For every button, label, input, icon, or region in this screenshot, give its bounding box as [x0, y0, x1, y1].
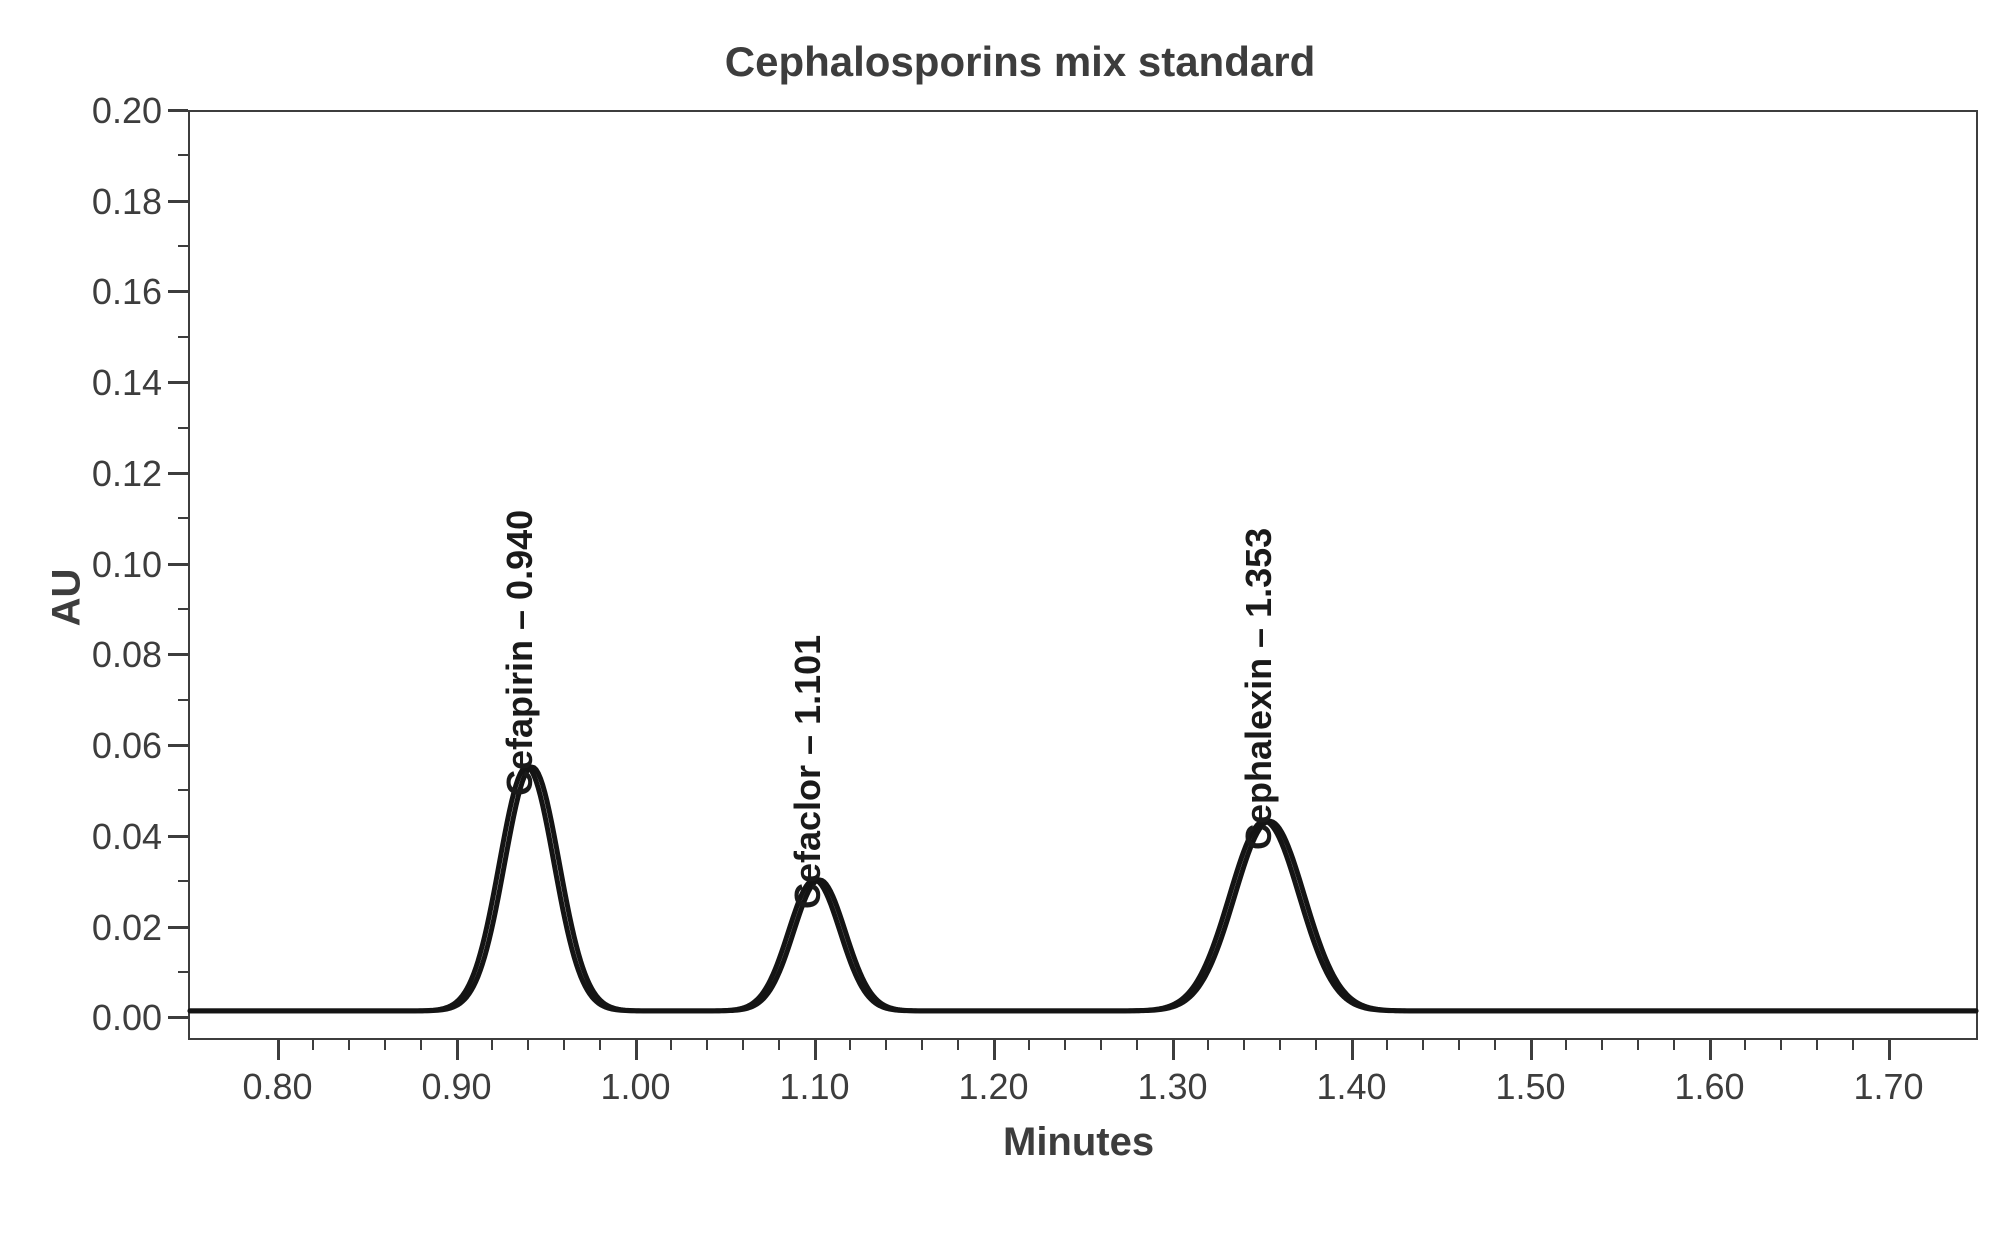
x-minor-tick — [706, 1040, 708, 1050]
y-tick — [168, 109, 188, 112]
x-minor-tick — [420, 1040, 422, 1050]
x-tick-label: 1.40 — [1312, 1066, 1392, 1108]
chart-title: Cephalosporins mix standard — [20, 38, 2000, 86]
chromatogram-chart: Cephalosporins mix standard AU Minutes 0… — [20, 20, 2000, 1228]
x-minor-tick — [1136, 1040, 1138, 1050]
y-tick-label: 0.08 — [92, 634, 162, 676]
x-tick — [814, 1040, 817, 1060]
y-tick-label: 0.14 — [92, 362, 162, 404]
x-minor-tick — [1028, 1040, 1030, 1050]
x-minor-tick — [491, 1040, 493, 1050]
y-minor-tick — [178, 608, 188, 610]
y-tick — [168, 381, 188, 384]
x-minor-tick — [1780, 1040, 1782, 1050]
x-minor-tick — [1852, 1040, 1854, 1050]
x-minor-tick — [1601, 1040, 1603, 1050]
x-tick-label: 1.60 — [1670, 1066, 1750, 1108]
x-minor-tick — [921, 1040, 923, 1050]
x-minor-tick — [1064, 1040, 1066, 1050]
y-minor-tick — [178, 336, 188, 338]
x-tick-label: 1.30 — [1133, 1066, 1213, 1108]
x-minor-tick — [742, 1040, 744, 1050]
x-minor-tick — [1816, 1040, 1818, 1050]
y-tick-label: 0.00 — [92, 997, 162, 1039]
y-tick-label: 0.18 — [92, 181, 162, 223]
peak-label-cefaclor: Cefaclor – 1.101 — [787, 635, 829, 909]
y-tick-label: 0.04 — [92, 816, 162, 858]
x-minor-tick — [670, 1040, 672, 1050]
y-tick — [168, 926, 188, 929]
y-minor-tick — [178, 699, 188, 701]
y-tick — [168, 744, 188, 747]
y-tick — [168, 563, 188, 566]
peak-label-cefapirin: Cefapirin – 0.940 — [499, 510, 541, 796]
x-tick-label: 1.10 — [775, 1066, 855, 1108]
x-tick-label: 1.00 — [596, 1066, 676, 1108]
y-tick — [168, 653, 188, 656]
x-tick — [1709, 1040, 1712, 1060]
y-tick-label: 0.16 — [92, 271, 162, 313]
x-minor-tick — [957, 1040, 959, 1050]
chromatogram-trace — [190, 112, 1976, 1038]
y-tick — [168, 835, 188, 838]
x-minor-tick — [384, 1040, 386, 1050]
trace-line — [190, 767, 1976, 1011]
x-minor-tick — [849, 1040, 851, 1050]
x-tick-label: 1.70 — [1849, 1066, 1929, 1108]
x-minor-tick — [599, 1040, 601, 1050]
x-minor-tick — [348, 1040, 350, 1050]
trace-line — [190, 767, 1976, 1011]
x-minor-tick — [563, 1040, 565, 1050]
x-minor-tick — [1673, 1040, 1675, 1050]
y-minor-tick — [178, 971, 188, 973]
y-tick — [168, 1016, 188, 1019]
x-minor-tick — [1386, 1040, 1388, 1050]
x-minor-tick — [1744, 1040, 1746, 1050]
y-minor-tick — [178, 517, 188, 519]
y-tick — [168, 290, 188, 293]
x-tick — [1172, 1040, 1175, 1060]
y-minor-tick — [178, 789, 188, 791]
x-minor-tick — [1315, 1040, 1317, 1050]
y-tick-label: 0.10 — [92, 544, 162, 586]
y-tick-label: 0.06 — [92, 725, 162, 767]
x-tick — [993, 1040, 996, 1060]
x-minor-tick — [778, 1040, 780, 1050]
x-minor-tick — [1243, 1040, 1245, 1050]
x-tick — [1888, 1040, 1891, 1060]
x-minor-tick — [527, 1040, 529, 1050]
x-tick — [635, 1040, 638, 1060]
y-minor-tick — [178, 245, 188, 247]
x-tick — [456, 1040, 459, 1060]
y-tick — [168, 472, 188, 475]
x-minor-tick — [1279, 1040, 1281, 1050]
x-tick — [1351, 1040, 1354, 1060]
y-tick — [168, 200, 188, 203]
y-minor-tick — [178, 427, 188, 429]
x-minor-tick — [885, 1040, 887, 1050]
x-minor-tick — [1637, 1040, 1639, 1050]
x-minor-tick — [1565, 1040, 1567, 1050]
x-minor-tick — [312, 1040, 314, 1050]
y-minor-tick — [178, 154, 188, 156]
x-tick-label: 1.20 — [954, 1066, 1034, 1108]
x-tick-label: 1.50 — [1491, 1066, 1571, 1108]
x-tick-label: 0.90 — [417, 1066, 497, 1108]
x-tick — [1530, 1040, 1533, 1060]
y-tick-label: 0.20 — [92, 90, 162, 132]
x-minor-tick — [1422, 1040, 1424, 1050]
plot-area — [188, 110, 1978, 1040]
peak-label-cephalexin: Cephalexin – 1.353 — [1238, 528, 1280, 850]
x-tick-label: 0.80 — [238, 1066, 318, 1108]
y-axis-label: AU — [44, 569, 89, 627]
y-tick-label: 0.12 — [92, 453, 162, 495]
x-axis-label: Minutes — [1003, 1120, 1154, 1165]
x-minor-tick — [1494, 1040, 1496, 1050]
y-minor-tick — [178, 880, 188, 882]
x-minor-tick — [1458, 1040, 1460, 1050]
x-tick — [277, 1040, 280, 1060]
y-tick-label: 0.02 — [92, 907, 162, 949]
x-minor-tick — [1207, 1040, 1209, 1050]
x-minor-tick — [1100, 1040, 1102, 1050]
